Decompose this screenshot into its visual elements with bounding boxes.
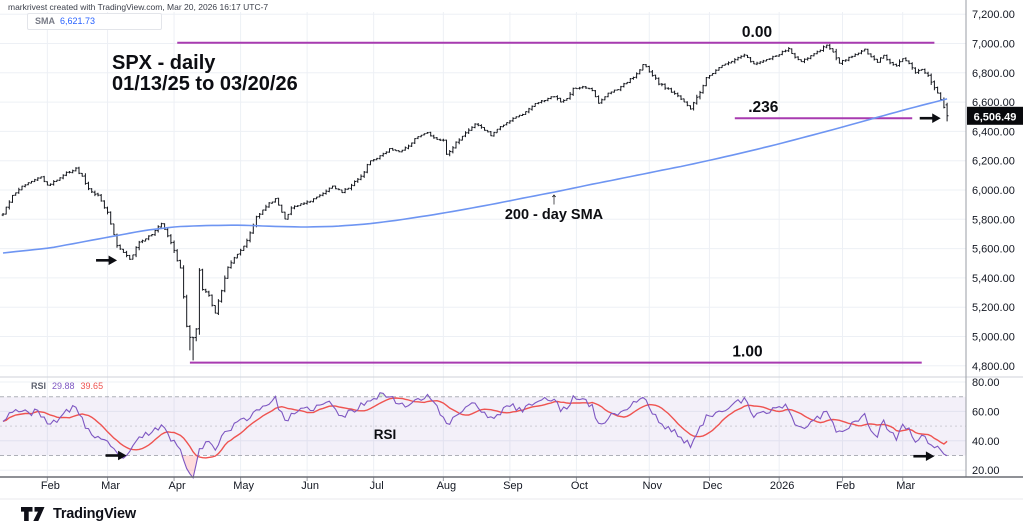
rsi-ma-line[interactable] [2,397,948,459]
tradingview-logo[interactable]: TradingView [20,504,136,524]
price-axis-label: 6,800.00 [972,68,1015,80]
time-axis-label[interactable]: Aug [437,480,457,492]
rsi-axis-label: 60.00 [972,406,1000,418]
last-price-label: 6,506.49 [974,111,1017,123]
time-axis-label[interactable]: Mar [101,480,120,492]
up-arrow-icon: ↑ [549,189,559,208]
sma-legend-value: 6,621.73 [60,16,96,26]
rsi-legend-label: RSI [31,381,47,391]
chart-title-annotation: SPX - daily 01/13/25 to 03/20/26 [112,53,298,95]
rsi-legend[interactable]: RSI 29.88 39.65 [31,381,103,391]
price-axis-label: 5,200.00 [972,302,1015,314]
time-axis-label[interactable]: Apr [169,480,186,492]
time-axis-label[interactable]: Dec [703,480,723,492]
time-axis-label[interactable]: Oct [571,480,588,492]
rsi-axis-label: 80.00 [972,377,1000,389]
fib-level-label: 0.00 [742,24,772,41]
price-axis-label: 6,000.00 [972,185,1015,197]
time-axis-label[interactable]: Jul [370,480,384,492]
sma-line[interactable] [2,98,948,254]
rsi-legend-value1: 29.88 [52,381,75,391]
time-axis-label[interactable]: Sep [503,480,523,492]
sma-legend-label: SMA [35,16,55,26]
time-axis-label[interactable]: May [233,480,254,492]
fib-level-label: 1.00 [732,344,762,361]
time-axis-label[interactable]: Feb [41,480,60,492]
price-axis-label: 7,200.00 [972,9,1015,21]
time-axis-label[interactable]: 2026 [770,480,794,492]
price-axis-label: 6,600.00 [972,97,1015,109]
sma-annotation-label: 200 - day SMA [504,207,604,223]
price-axis-label: 5,600.00 [972,244,1015,256]
title-line1: SPX - daily [112,52,216,74]
time-axis-label[interactable]: Nov [642,480,662,492]
tradingview-logo-icon [21,507,45,521]
fib-level-label: .236 [748,99,779,116]
right-arrow-head [932,113,941,124]
time-axis-label[interactable]: Jun [301,480,319,492]
time-axis-label[interactable]: Feb [836,480,855,492]
title-line2: 01/13/25 to 03/20/26 [112,73,298,95]
right-arrow-head [118,450,127,461]
price-axis-label: 6,200.00 [972,156,1015,168]
right-arrow-head [108,255,118,266]
price-axis-label: 7,000.00 [972,39,1015,51]
rsi-line[interactable] [2,392,948,480]
sma-legend[interactable]: SMA 6,621.73 [27,13,162,30]
price-axis-label: 5,400.00 [972,273,1015,285]
tradingview-logo-text: TradingView [53,506,136,522]
rsi-legend-value2: 39.65 [80,381,104,391]
sma-annotation: ↑ 200 - day SMA [493,189,615,223]
rsi-oversold-fill [3,455,948,478]
rsi-annotation: RSI [373,427,397,442]
price-bars[interactable] [1,43,949,361]
rsi-axis-label: 20.00 [972,465,1000,477]
rsi-overbought-fill [3,392,948,397]
price-axis-label: 4,800.00 [972,361,1015,373]
price-axis-label: 6,400.00 [972,126,1015,138]
price-axis-label: 5,800.00 [972,214,1015,226]
price-axis-label: 5,000.00 [972,332,1015,344]
time-axis-label[interactable]: Mar [896,480,915,492]
attribution-text: markrivest created with TradingView.com,… [8,2,269,12]
last-price-badge [967,106,1023,125]
rsi-axis-label: 40.00 [972,436,1000,448]
right-arrow-head [925,451,935,462]
